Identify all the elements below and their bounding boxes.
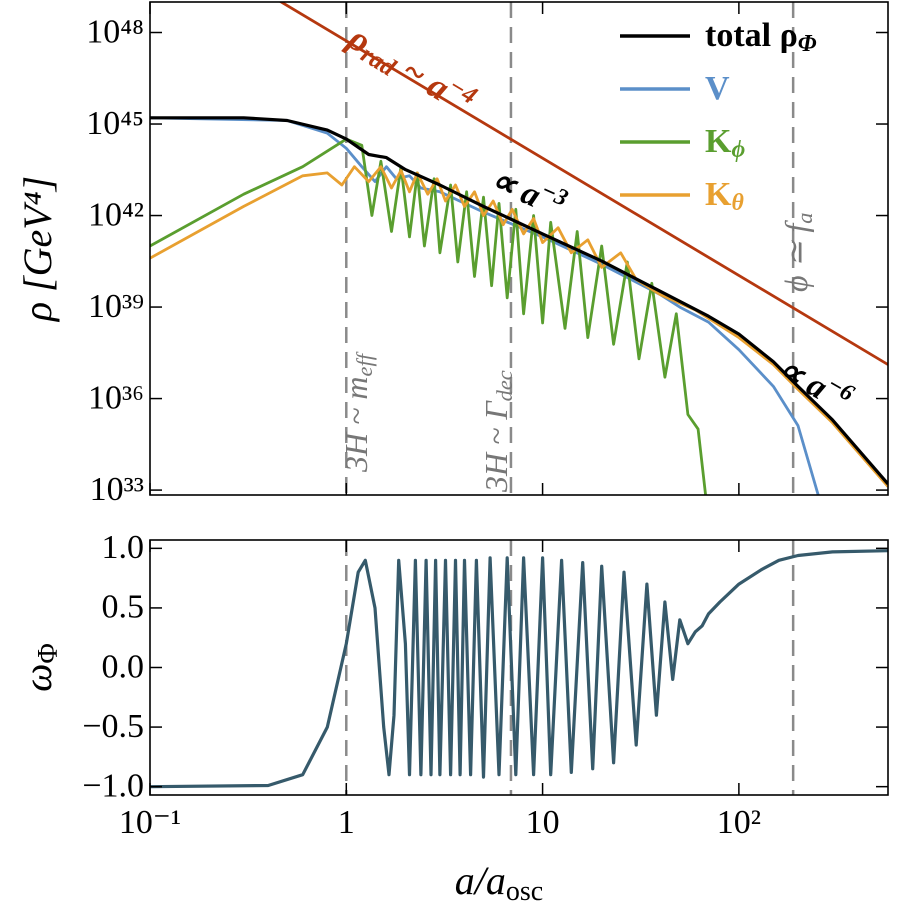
data-line xyxy=(150,549,888,789)
annotation: 3H ~ Γdec xyxy=(478,370,516,493)
y-tick-label: 10⁴² xyxy=(88,196,144,233)
text-part: ϕ ≃ f xyxy=(778,220,814,292)
plot-area xyxy=(150,2,888,495)
legend-label: Kθ xyxy=(705,176,744,216)
x-tick-label: 10 xyxy=(526,804,560,841)
text-part: V xyxy=(705,70,730,107)
text-part: Φ xyxy=(798,31,817,57)
legend-label: total ρΦ xyxy=(705,17,817,57)
text-part: dec xyxy=(492,370,517,401)
y-tick-label: 10³⁶ xyxy=(88,379,144,416)
annotation: 3H ~ meff xyxy=(338,351,376,473)
annotation: ϕ ≃ fa xyxy=(778,213,816,292)
text-part: 3H ~ Γ xyxy=(478,400,514,493)
y-tick-label: 0.0 xyxy=(102,648,145,685)
text-part: ϕ xyxy=(731,137,745,163)
y-tick-label: 10³⁹ xyxy=(88,288,144,325)
x-axis-label: a/aosc xyxy=(455,858,543,907)
legend-label: Kϕ xyxy=(705,123,745,163)
x-tick-label: 1 xyxy=(338,804,355,841)
plot-area xyxy=(150,540,888,795)
text-part: ρ [GeV⁴] xyxy=(15,176,60,323)
data-line xyxy=(278,2,888,366)
data-line xyxy=(150,137,707,495)
y-axis-label: ωΦ xyxy=(15,643,64,692)
data-line xyxy=(150,116,820,495)
y-tick-label: 10⁴⁵ xyxy=(86,105,144,142)
plot-frame xyxy=(149,1,889,496)
y-tick-label: 10³³ xyxy=(90,471,144,508)
y-axis-label: ρ [GeV⁴] xyxy=(15,176,60,323)
y-tick-label: 0.5 xyxy=(102,589,145,626)
text-part: K xyxy=(705,176,732,213)
x-tick-label: 10² xyxy=(717,804,761,841)
text-part: osc xyxy=(506,876,543,907)
y-tick-label: −1.0 xyxy=(82,767,144,804)
text-part: θ xyxy=(731,190,743,216)
annotation: ∝ a−6 xyxy=(772,346,859,420)
text-part: a/a xyxy=(455,858,506,903)
text-part: Φ xyxy=(33,643,64,663)
text-part: K xyxy=(705,123,732,160)
y-tick-label: 1.0 xyxy=(102,529,145,566)
data-line xyxy=(150,116,888,485)
text-part: eff xyxy=(352,351,377,376)
y-tick-label: −0.5 xyxy=(82,708,144,745)
text-part: ω xyxy=(15,664,60,692)
x-tick-label: 10⁻¹ xyxy=(119,804,181,841)
text-part: total ρ xyxy=(705,17,798,54)
text-part: 3H ~ m xyxy=(338,376,374,473)
data-line xyxy=(150,165,888,488)
legend-label: V xyxy=(705,70,730,107)
y-tick-label: 10⁴⁸ xyxy=(86,13,144,50)
text-part: a xyxy=(792,213,817,224)
